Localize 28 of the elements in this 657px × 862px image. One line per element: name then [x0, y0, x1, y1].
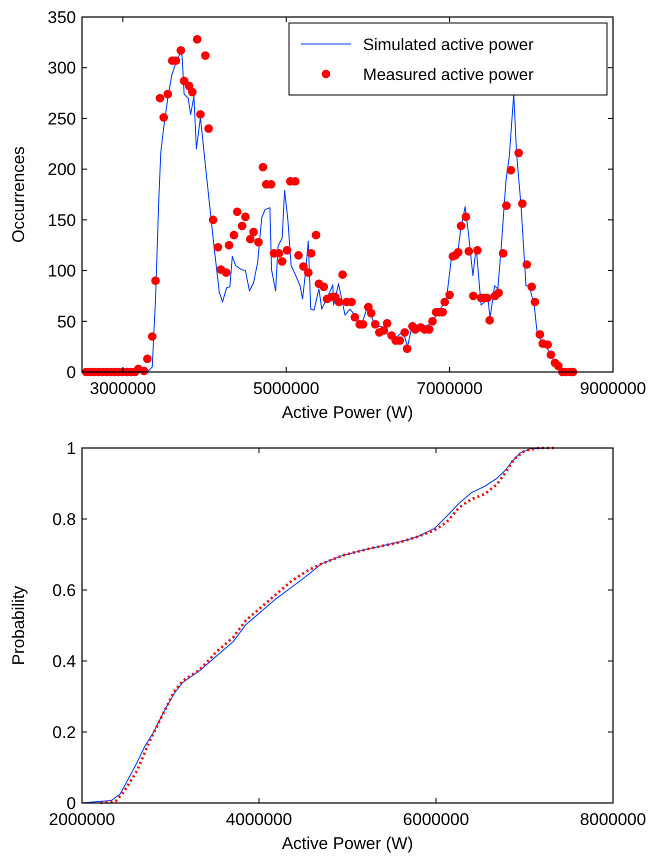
x-tick-label: 3000000 [90, 379, 156, 398]
y-axis-title: Probability [9, 585, 28, 666]
y-axis-title: Occurrences [9, 146, 28, 243]
y-tick-label: 150 [48, 210, 76, 230]
y-tick-label: 0.2 [52, 723, 76, 742]
y-tick-label: 0.8 [52, 510, 76, 529]
y-tick-label: 100 [48, 262, 76, 281]
y-tick-label: 350 [48, 8, 76, 27]
x-tick-label: 2000000 [48, 810, 116, 829]
y-tick-label: 1 [66, 439, 76, 458]
legend-label: Simulated active power [363, 36, 534, 54]
x-tick-label: 9000000 [580, 379, 646, 398]
y-tick-label: 50 [57, 312, 76, 332]
y-tick-label: 0 [66, 794, 76, 813]
legend-label: Measured active power [363, 66, 534, 84]
y-tick-label: 0.6 [52, 581, 76, 600]
x-tick-label: 6000000 [402, 810, 470, 829]
x-tick-label: 8000000 [580, 810, 646, 829]
y-tick-label: 200 [48, 160, 76, 180]
x-tick-label: 5000000 [253, 379, 320, 398]
y-tick-label: 0 [66, 363, 76, 382]
x-tick-label: 4000000 [226, 810, 292, 829]
x-axis-title: Active Power (W) [282, 403, 414, 422]
y-tick-label: 0.4 [52, 652, 76, 671]
x-tick-label: 7000000 [416, 379, 483, 398]
x-axis-title: Active Power (W) [282, 834, 414, 853]
y-tick-label: 300 [48, 58, 76, 78]
y-tick-label: 250 [48, 109, 76, 128]
